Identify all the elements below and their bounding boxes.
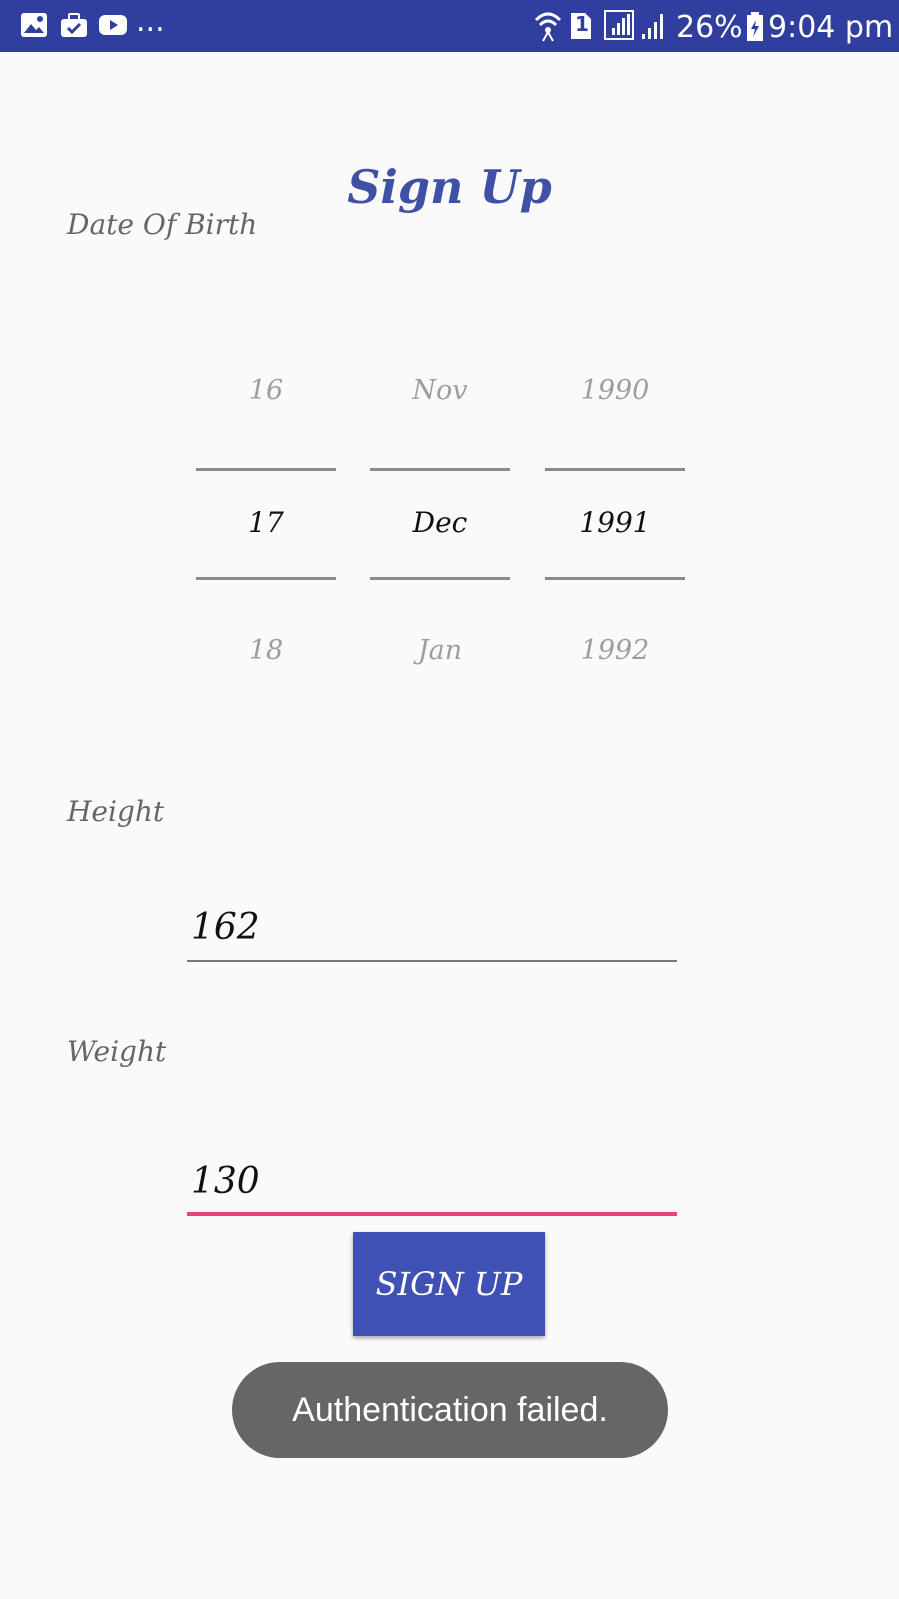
year-next[interactable]: 1992 (580, 635, 650, 666)
toast-message: Authentication failed. (232, 1362, 668, 1458)
day-next[interactable]: 18 (248, 635, 284, 666)
status-bar: ... 1 26% 9:04 pm (0, 0, 899, 52)
sim-icon (569, 12, 593, 44)
weight-label: Weight (67, 1035, 167, 1068)
weight-value: 130 (191, 1161, 260, 1202)
height-label: Height (67, 795, 165, 828)
page-title: Sign Up (347, 160, 552, 214)
day-selected[interactable]: 17 (248, 506, 284, 539)
month-prev[interactable]: Nov (412, 375, 468, 406)
sign-up-button[interactable]: SIGN UP (353, 1232, 545, 1336)
youtube-icon (98, 12, 128, 42)
wifi-hotspot-icon (534, 10, 562, 46)
year-bottom-divider (545, 577, 685, 580)
dob-label: Date Of Birth (67, 208, 258, 241)
year-selected[interactable]: 1991 (579, 506, 651, 539)
signal-icon (640, 12, 668, 44)
day-prev[interactable]: 16 (248, 375, 284, 406)
weight-input[interactable]: 130 (187, 1146, 677, 1216)
more-notifications: ... (136, 4, 165, 39)
gallery-icon (20, 12, 48, 42)
height-value: 162 (191, 907, 260, 948)
day-picker[interactable]: 16 17 18 (196, 370, 336, 680)
height-input[interactable]: 162 (187, 892, 677, 962)
signal-box-icon (604, 10, 634, 44)
month-picker[interactable]: Nov Dec Jan (370, 370, 510, 680)
battery-charging-icon (746, 12, 764, 46)
year-prev[interactable]: 1990 (580, 375, 650, 406)
battery-percent: 26% (676, 10, 743, 45)
month-next[interactable]: Jan (417, 635, 463, 666)
height-underline (187, 960, 677, 962)
year-top-divider (545, 468, 685, 471)
month-selected[interactable]: Dec (412, 506, 468, 539)
day-bottom-divider (196, 577, 336, 580)
briefcase-icon (60, 12, 88, 42)
clock: 9:04 pm (768, 10, 894, 45)
month-bottom-divider (370, 577, 510, 580)
year-picker[interactable]: 1990 1991 1992 (545, 370, 685, 680)
day-top-divider (196, 468, 336, 471)
month-top-divider (370, 468, 510, 471)
weight-underline-focused (187, 1212, 677, 1216)
sim-number: 1 (575, 12, 589, 36)
